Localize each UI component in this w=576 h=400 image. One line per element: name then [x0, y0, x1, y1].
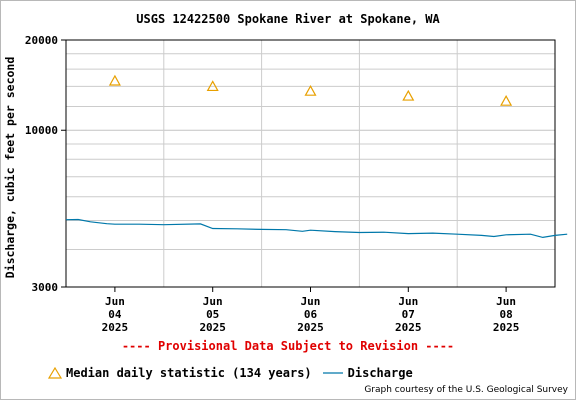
- median-point: [206, 80, 219, 92]
- x-tick-label: Jun: [301, 295, 321, 308]
- median-point: [304, 84, 317, 96]
- x-tick-label: Jun: [203, 295, 223, 308]
- y-axis-label: Discharge, cubic feet per second: [3, 57, 17, 279]
- x-tick-label: Jun: [105, 295, 125, 308]
- y-tick-label: 10000: [25, 124, 58, 137]
- median-point: [108, 74, 121, 86]
- x-tick-label: 2025: [493, 321, 520, 334]
- median-point: [500, 94, 513, 106]
- x-tick-label: 2025: [297, 321, 324, 334]
- legend-item-median: Median daily statistic (134 years): [48, 366, 312, 380]
- x-tick-label: Jun: [398, 295, 418, 308]
- legend-discharge-label: Discharge: [347, 366, 413, 380]
- line-swatch-icon: [322, 372, 343, 374]
- chart-title: USGS 12422500 Spokane River at Spokane, …: [136, 12, 440, 26]
- x-tick-label: 07: [402, 308, 415, 321]
- y-tick-label: 3000: [32, 281, 59, 294]
- x-tick-label: 08: [499, 308, 512, 321]
- legend-item-discharge: Discharge: [322, 366, 413, 380]
- x-tick-label: 04: [108, 308, 122, 321]
- legend: Median daily statistic (134 years) Disch…: [48, 365, 423, 381]
- x-tick-label: 05: [206, 308, 219, 321]
- triangle-icon: [48, 367, 62, 379]
- discharge-line: [65, 218, 568, 239]
- x-tick-label: 2025: [102, 321, 129, 334]
- x-tick-label: 06: [304, 308, 318, 321]
- credit-text: Graph courtesy of the U.S. Geological Su…: [364, 385, 568, 395]
- provisional-notice: ---- Provisional Data Subject to Revisio…: [121, 339, 455, 353]
- x-tick-label: Jun: [496, 295, 516, 308]
- median-point: [402, 89, 415, 101]
- y-tick-label: 20000: [25, 34, 58, 47]
- x-tick-label: 2025: [395, 321, 422, 334]
- legend-median-label: Median daily statistic (134 years): [66, 366, 312, 380]
- x-tick-label: 2025: [199, 321, 226, 334]
